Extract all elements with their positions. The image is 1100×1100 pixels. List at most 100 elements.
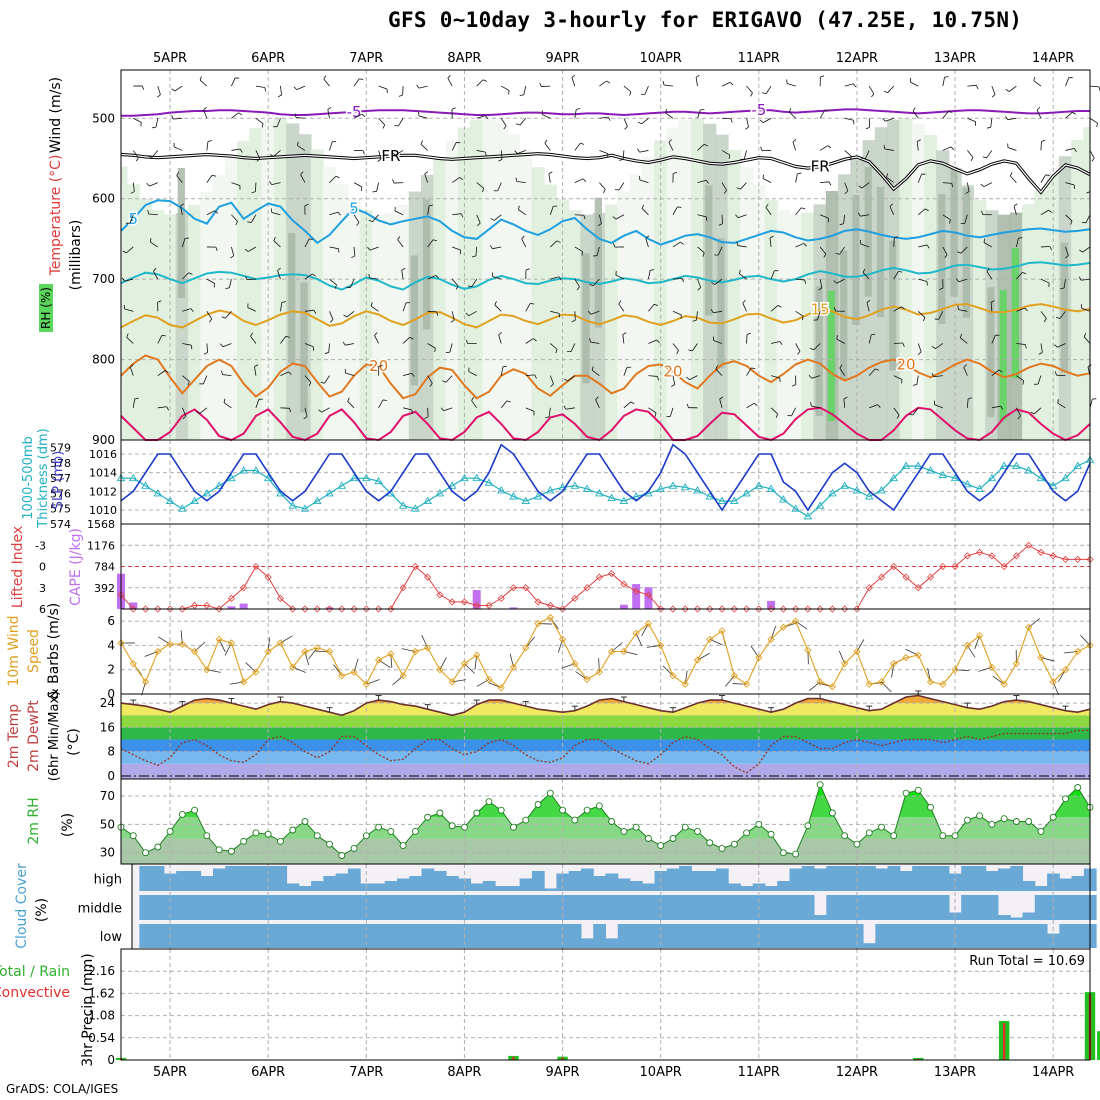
wind-barb-flag	[378, 364, 383, 368]
rh-marker	[865, 829, 873, 837]
wind-barb	[157, 85, 161, 95]
wind-barb-flag	[440, 407, 444, 412]
wind-barb	[742, 302, 747, 312]
thickness-marker	[656, 484, 665, 492]
wind-barb	[986, 150, 993, 159]
ylabel-precip: 3hr Precip (mm)	[80, 953, 96, 1066]
y-tick-label: 700	[92, 272, 115, 286]
wind-barb-flag	[849, 156, 852, 161]
wind-barb	[861, 182, 870, 189]
wind-barb	[819, 214, 829, 219]
wind-barb	[180, 205, 183, 215]
wind-barb	[795, 207, 802, 216]
precip-convective-bar	[512, 1056, 515, 1060]
wind-barb-flag	[823, 253, 827, 258]
wind-barb-flag	[810, 402, 812, 407]
wind-barb	[328, 343, 330, 353]
y-tick-label: 500	[92, 111, 115, 125]
cloud-bar	[519, 895, 533, 920]
wind-barb	[966, 398, 969, 408]
wind-barb-flag	[1005, 116, 1008, 120]
date-tick-label: 10APR	[640, 1065, 682, 1080]
cloud-bar	[286, 924, 300, 948]
wind-barb	[378, 150, 382, 160]
cloud-bar	[580, 868, 594, 891]
wind-barb-flag	[595, 396, 599, 400]
wind-barb	[394, 210, 404, 216]
wind-barb-flag	[657, 376, 659, 381]
li-marker	[718, 605, 726, 613]
wind-barb	[548, 407, 551, 417]
thickness-marker	[582, 484, 592, 492]
wind-barb-flag	[149, 238, 152, 243]
cloud-bar	[311, 881, 324, 891]
wind-barb	[623, 367, 628, 376]
rh-column	[506, 134, 521, 440]
rh-marker	[460, 823, 468, 831]
wind-barb-flag	[518, 205, 520, 210]
wind-barb	[449, 343, 453, 353]
wind-barb	[795, 278, 805, 281]
wind-barb-flag	[482, 188, 485, 193]
cape-bar	[472, 590, 481, 609]
cloud-bar	[899, 924, 913, 948]
wind-barb-flag	[1045, 174, 1050, 176]
wind-barb	[1040, 311, 1047, 319]
rh-marker	[853, 840, 861, 848]
wind-barb	[697, 246, 705, 254]
wind-barb-flag	[828, 181, 832, 186]
wind-barb-flag	[656, 339, 660, 344]
wind-barb	[549, 375, 554, 385]
wind-barb-flag	[432, 239, 438, 242]
wind-speed-marker	[877, 678, 886, 686]
y-tick-label: 24	[100, 696, 115, 710]
wind-barb-flag	[998, 369, 1003, 373]
wind-barb-flag	[692, 319, 697, 322]
wind-speed-marker	[926, 678, 935, 686]
wind-barb-flag	[827, 145, 832, 149]
wind-barb	[280, 302, 283, 312]
wind-barb	[255, 117, 264, 124]
wind-barb	[770, 375, 780, 379]
rh-column	[666, 127, 680, 440]
date-tick-label: 8APR	[447, 51, 481, 66]
li-marker	[828, 605, 836, 613]
wind-barb	[254, 366, 257, 376]
rh-column	[1022, 204, 1036, 440]
li-marker	[473, 601, 481, 610]
li-marker	[350, 605, 358, 613]
li-marker	[178, 605, 186, 613]
wind-barb	[1007, 117, 1017, 121]
cloud-bar	[200, 924, 214, 948]
wind-barb-flag	[654, 412, 657, 417]
rh-marker	[1049, 813, 1057, 821]
wind-barb	[991, 405, 1001, 409]
wind-barb-flag	[843, 396, 848, 400]
wind-barb-flag	[277, 94, 282, 98]
wind-barb-flag	[335, 175, 340, 179]
wind-barb	[942, 146, 952, 151]
wind-barb-flag	[420, 140, 423, 145]
y-tick-label: 4	[107, 638, 115, 652]
wind-barb	[427, 205, 430, 215]
wind-barb-flag	[370, 302, 373, 307]
wind-barb	[1065, 112, 1073, 119]
wind-barb	[843, 214, 846, 224]
wind-barb	[353, 214, 360, 223]
wind-barb	[280, 336, 287, 344]
li-cape-panel: 392 784 1176 1568 -3 0 3 6 Lifted Index CAPE (J/k…	[10, 518, 1094, 616]
wind-speed-marker	[975, 632, 984, 640]
cloud-bar	[593, 876, 606, 891]
wind-barb-flag	[429, 383, 433, 387]
wind-speed-marker	[166, 640, 174, 648]
wind-barb	[403, 372, 412, 377]
cloud-bar	[936, 866, 950, 891]
wind-barb	[277, 270, 281, 280]
wind-barb	[1085, 214, 1091, 223]
rh-column-moist	[300, 282, 308, 413]
wind-barb	[418, 85, 428, 89]
rh-column-moist	[889, 240, 897, 371]
y-tick-label: 30	[100, 846, 115, 860]
wind-barb	[590, 341, 600, 344]
wind-barb	[517, 150, 526, 155]
